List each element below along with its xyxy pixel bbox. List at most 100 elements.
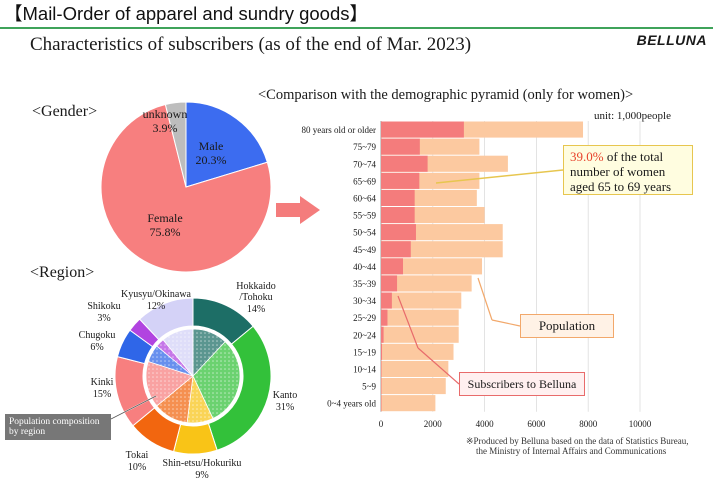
population-callout: Population [520, 314, 614, 338]
region-label-kanto: Kanto [273, 390, 297, 401]
region-pct-tokai: 10% [128, 462, 146, 473]
region-label-chugoku: Chugoku [79, 330, 116, 341]
region-inner-callout-label: Population composition by region [9, 417, 100, 437]
category-label-80-years-old-or-older: 80 years old or older [302, 125, 376, 135]
x-tick-10000: 10000 [629, 419, 652, 429]
gender-slice-female [100, 103, 272, 273]
highlight-callout: 39.0% of the total number of women aged … [563, 145, 693, 195]
gender-heading: <Gender> [32, 103, 98, 120]
population-bar-15-19 [381, 343, 454, 360]
category-label-50-54: 50~54 [353, 228, 376, 238]
subscriber-bar-10-14 [381, 360, 382, 377]
region-label-kyusyu-okinawa: Kyusyu/Okinawa [121, 289, 192, 300]
gender-label-male: Male [199, 139, 224, 153]
highlight-leader [435, 169, 564, 184]
category-label-70-74: 70~74 [353, 159, 376, 169]
subscriber-bar-50-54 [381, 224, 416, 241]
region-pct-chugoku: 6% [90, 342, 103, 353]
category-label-45-49: 45~49 [353, 245, 376, 255]
highlight-text-3: aged 65 to 69 years [570, 179, 672, 194]
category-label-0-4-years-old: 0~4 years old [327, 399, 376, 409]
page-title: 【Mail-Order of apparel and sundry goods】 [4, 3, 369, 24]
subscriber-bar-25-29 [381, 309, 388, 326]
subscriber-callout: Subscribers to Belluna [459, 372, 585, 396]
region-inner-texture-shikoku [156, 339, 193, 376]
footnote-line-1: ※Produced by Belluna based on the data o… [466, 436, 689, 446]
gender-slice-unknown [164, 101, 187, 188]
region-callout-leader-line [110, 395, 157, 420]
region-pct-kinki: 15% [93, 389, 111, 400]
gender-label-female: Female [147, 211, 182, 225]
region-heading: <Region> [30, 264, 95, 281]
highlight-text-2: number of women [570, 164, 666, 179]
region-inner-texture-chugoku [148, 346, 193, 376]
gender-label-unknown: unknown [143, 107, 188, 121]
region-inner-texture-kanto [193, 341, 241, 419]
population-bar-10-14 [381, 360, 449, 377]
subscriber-bar-65-69 [381, 172, 420, 189]
subscriber-bar-5-9 [381, 378, 382, 395]
subscriber-bar-55-59 [381, 207, 415, 224]
category-label-30-34: 30~34 [353, 296, 376, 306]
population-bar-0-4-years-old [381, 395, 436, 412]
subscriber-callout-label: Subscribers to Belluna [467, 377, 577, 391]
region-label-shikoku: Shikoku [87, 301, 120, 312]
arrow-right-icon [276, 196, 320, 224]
region-pct-shin-etsu-hokuriku: 9% [195, 470, 208, 481]
subscriber-bar-15-19 [381, 343, 383, 360]
category-label-5-9: 5~9 [362, 382, 376, 392]
subscriber-bar-60-64 [381, 189, 415, 206]
region-label-shin-etsu-hokuriku: Shin-etsu/Hokuriku [163, 458, 242, 469]
population-bar-40-44 [381, 258, 483, 275]
population-bar-5-9 [381, 378, 446, 395]
category-label-40-44: 40~44 [353, 262, 376, 272]
region-inner-texture-hokkaido-tohoku [193, 329, 226, 376]
category-label-65-69: 65~69 [353, 176, 376, 186]
gender-pct-female: 75.8% [150, 225, 181, 239]
category-label-75-79: 75~79 [353, 142, 376, 152]
x-tick-8000: 8000 [579, 419, 598, 429]
x-tick-2000: 2000 [424, 419, 443, 429]
population-bar-25-29 [381, 309, 459, 326]
region-pct-shikoku: 3% [97, 313, 110, 324]
subscriber-leader-1 [417, 347, 460, 385]
region-label-kinki: Kinki [91, 377, 114, 388]
population-bar-30-34 [381, 292, 462, 309]
gender-slice-male [185, 101, 268, 188]
subscriber-bar-70-74 [381, 155, 428, 172]
region-label-tokai: Tokai [126, 450, 149, 461]
pyramid-chart: 0 2000 4000 6000 8000 10000 80 years old or ol… [302, 121, 652, 429]
subscriber-bar-40-44 [381, 258, 404, 275]
brand-logo: BELLUNA [636, 32, 707, 48]
highlight-percent: 39.0% [570, 149, 604, 164]
unit-label: unit: 1,000people [594, 110, 671, 122]
category-label-25-29: 25~29 [353, 313, 376, 323]
region-inner-texture-tokai [156, 376, 193, 423]
subscriber-bar-80-years-old-or-older [381, 121, 464, 138]
gender-pct-male: 20.3% [196, 153, 227, 167]
category-label-60-64: 60~64 [353, 193, 376, 203]
category-label-20-24: 20~24 [353, 330, 376, 340]
population-leader-1 [491, 319, 521, 327]
title-rule [0, 27, 713, 29]
x-tick-6000: 6000 [527, 419, 546, 429]
gender-pct-unknown: 3.9% [153, 121, 178, 135]
region-pct-kyusyu-okinawa: 12% [147, 301, 165, 312]
population-bar-35-39 [381, 275, 472, 292]
subscriber-bar-30-34 [381, 292, 392, 309]
region-inner-texture-kyusyu-okinawa [163, 329, 193, 376]
page-subtitle: Characteristics of subscribers (as of th… [30, 34, 472, 55]
region-slice-kyusyu-okinawa [138, 297, 194, 341]
category-label-15-19: 15~19 [353, 347, 376, 357]
subscriber-bar-0-4-years-old [381, 395, 382, 412]
x-tick-0: 0 [379, 419, 384, 429]
subscriber-bar-45-49 [381, 241, 411, 258]
region-inner-texture-shin-etsu-hokuriku [187, 376, 214, 423]
population-bar-45-49 [381, 241, 503, 258]
region-label-hokkaido-tohoku: Hokkaido/Tohoku [236, 281, 275, 303]
category-label-35-39: 35~39 [353, 279, 376, 289]
highlight-text-1: of the total [603, 149, 664, 164]
